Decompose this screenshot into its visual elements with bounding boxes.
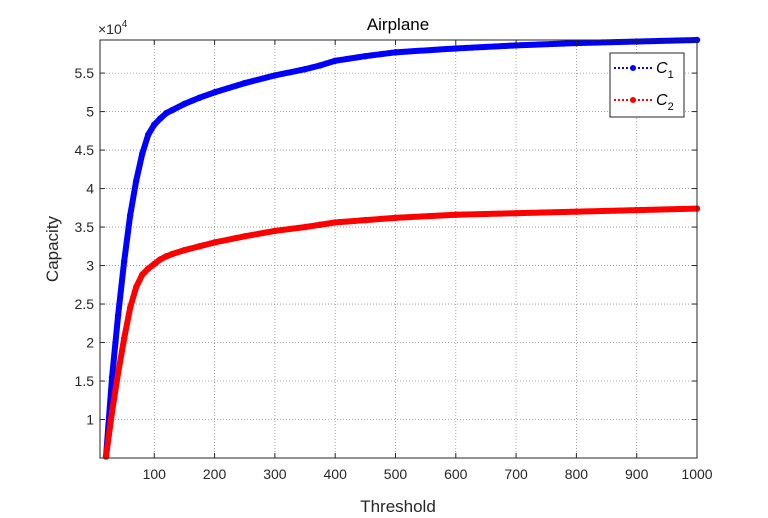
grid — [100, 40, 698, 458]
x-axis-label: Threshold — [360, 497, 436, 516]
data-point-c1 — [132, 177, 140, 185]
data-point-c1 — [169, 106, 176, 114]
axes-box — [99, 39, 698, 459]
x-tick-label: 600 — [444, 466, 468, 482]
x-tick-label: 100 — [143, 466, 167, 482]
y-tick-label: 1 — [86, 412, 94, 428]
data-point-c2 — [316, 221, 324, 228]
y-tick-label: 3.5 — [75, 219, 95, 235]
x-tick-label: 900 — [625, 466, 649, 482]
data-point-c2 — [196, 243, 203, 250]
chart-title: Airplane — [367, 15, 429, 34]
data-point-c2 — [181, 246, 188, 254]
data-point-c2 — [126, 304, 134, 312]
data-point-c1 — [211, 89, 218, 96]
x-tick-label: 700 — [504, 466, 528, 482]
y-tick-label: 2 — [86, 335, 94, 351]
data-point-c2 — [157, 256, 164, 263]
data-point-c2 — [573, 208, 580, 215]
legend-label-c2: C2 — [656, 92, 674, 113]
data-point-c2 — [169, 250, 176, 258]
series-line-c1 — [103, 37, 700, 460]
data-point-c2 — [139, 271, 146, 278]
data-point-c2 — [114, 370, 122, 377]
data-point-c1 — [331, 57, 339, 64]
data-point-c1 — [452, 45, 459, 52]
legend-marker-c1 — [630, 65, 636, 71]
legend-entry-c1: C1 — [614, 60, 674, 81]
y-multiplier-label: ×104 — [98, 19, 128, 37]
data-point-c2 — [120, 335, 128, 342]
y-tick-label: 5.5 — [75, 65, 95, 81]
data-point-c2 — [301, 223, 309, 231]
series-layer — [102, 36, 701, 460]
data-point-c1 — [196, 94, 203, 101]
data-point-c1 — [151, 121, 158, 128]
data-point-c1 — [126, 212, 134, 219]
data-point-c1 — [392, 49, 399, 56]
tick-labels: 100 200 300 400 500 600 700 800 900 1000 1 1.5 2 2.5 3… — [75, 65, 713, 482]
data-point-c2 — [108, 408, 116, 416]
ticks — [100, 40, 698, 458]
y-tick-label: 3 — [86, 258, 94, 274]
y-tick-label: 4 — [86, 181, 94, 197]
data-point-c2 — [163, 253, 170, 260]
data-point-c1 — [241, 79, 248, 87]
data-point-c1 — [362, 52, 369, 60]
data-point-c1 — [512, 42, 520, 49]
series-c1 — [102, 36, 701, 460]
data-point-c2 — [211, 239, 218, 246]
data-point-c1 — [145, 131, 152, 138]
data-point-c2 — [392, 214, 399, 222]
x-tick-label: 1000 — [681, 466, 712, 482]
data-point-c1 — [114, 312, 122, 319]
data-point-c1 — [316, 62, 324, 69]
legend-label-c1: C1 — [656, 60, 674, 81]
legend-box — [609, 52, 685, 118]
data-point-c2 — [102, 453, 110, 460]
y-axis-label: Capacity — [43, 215, 62, 282]
y-tick-label: 5 — [86, 104, 94, 120]
data-point-c2 — [151, 260, 158, 268]
y-tick-label: 4.5 — [75, 142, 95, 158]
y-tick-label: 2.5 — [75, 296, 95, 312]
series-c2 — [102, 205, 701, 460]
data-point-c2 — [271, 227, 279, 235]
y-multiplier-exponent: 4 — [122, 19, 128, 30]
data-point-c2 — [512, 210, 520, 217]
x-tick-label: 400 — [324, 466, 348, 482]
data-point-c2 — [633, 206, 640, 214]
x-tick-label: 300 — [263, 466, 287, 482]
x-tick-label: 500 — [384, 466, 408, 482]
data-point-c2 — [132, 283, 140, 291]
y-multiplier-base: ×10 — [98, 21, 122, 37]
legend: C1 C2 — [609, 52, 685, 118]
data-point-c1 — [301, 66, 309, 73]
data-point-c1 — [120, 258, 128, 265]
y-tick-label: 1.5 — [75, 373, 95, 389]
data-point-c2 — [241, 233, 248, 240]
data-point-c1 — [163, 109, 170, 117]
data-point-c2 — [331, 219, 339, 226]
data-point-c1 — [108, 373, 116, 381]
data-point-c2 — [452, 211, 459, 218]
data-point-c2 — [362, 216, 369, 224]
x-tick-label: 800 — [565, 466, 589, 482]
data-point-c1 — [181, 100, 188, 108]
x-tick-label: 200 — [203, 466, 227, 482]
series-line-c2 — [103, 205, 700, 460]
data-point-c1 — [157, 115, 164, 122]
data-point-c1 — [139, 150, 146, 158]
legend-entry-c2: C2 — [614, 92, 674, 113]
data-point-c2 — [145, 265, 152, 272]
legend-marker-c2 — [630, 97, 636, 103]
data-point-c1 — [271, 72, 279, 79]
